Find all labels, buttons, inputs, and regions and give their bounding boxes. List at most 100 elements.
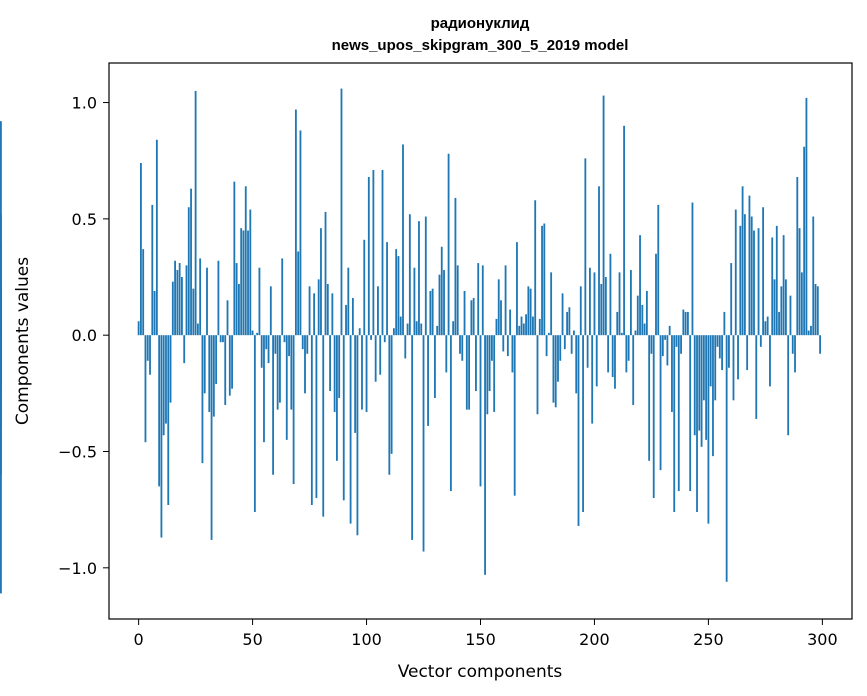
bar-component-103 (372, 170, 375, 336)
bar-component-142 (461, 335, 464, 361)
bar-component-293 (805, 97, 808, 336)
bar-component-54 (260, 335, 263, 368)
bar-component-52 (256, 332, 259, 336)
bar-component-297 (814, 284, 817, 336)
bar-component-295 (810, 325, 812, 336)
bar-component-96 (356, 335, 359, 536)
bar-component-292 (803, 146, 806, 336)
bar-component-207 (609, 253, 612, 336)
bar-component-267 (746, 335, 749, 371)
bar-component-42 (233, 181, 236, 336)
bar-component-226 (652, 335, 655, 499)
bar-component-100 (365, 335, 368, 412)
bar-component-56 (265, 335, 268, 350)
bar-component-227 (655, 253, 657, 336)
bar-component-48 (247, 230, 249, 336)
bar-component-260 (730, 263, 733, 336)
bar-component-118 (406, 323, 409, 336)
bar-component-274 (762, 207, 765, 336)
bar-component-114 (397, 256, 400, 336)
bar-component-47 (244, 186, 247, 336)
bar-component-126 (424, 216, 427, 336)
bar-component-275 (764, 321, 767, 336)
bar-component-145 (468, 335, 471, 410)
bar-component-253 (714, 335, 717, 401)
bar-component-246 (698, 335, 701, 431)
bar-component-81 (322, 335, 325, 517)
bar-component-135 (445, 335, 448, 373)
bar-component-298 (816, 286, 819, 336)
bar-component-209 (614, 335, 616, 389)
bar-component-230 (661, 335, 664, 357)
bar-component-75 (308, 286, 311, 336)
bar-component-37 (222, 335, 224, 343)
bar-component-254 (716, 335, 719, 347)
bar-component-255 (718, 335, 721, 359)
bar-component-261 (732, 335, 735, 401)
bar-component-64 (283, 335, 286, 343)
bar-component-3 (144, 335, 147, 443)
bar-component-29 (203, 335, 206, 394)
bar-component-291 (800, 272, 803, 336)
y-tick-label: 1.0 (72, 94, 97, 113)
bar-component-undefined (0, 335, 2, 387)
bar-component-244 (693, 335, 696, 436)
bar-component-121 (413, 267, 416, 336)
bar-component-163 (509, 309, 512, 336)
bar-component-160 (502, 335, 505, 352)
bar-component-224 (648, 335, 651, 461)
bar-component-270 (753, 230, 755, 336)
bar-component-232 (666, 335, 669, 366)
bar-component-63 (281, 258, 284, 336)
bar-component-117 (404, 335, 407, 359)
bar-component-89 (340, 88, 343, 336)
bar-component-296 (812, 216, 815, 336)
plot-frame (108, 62, 853, 620)
bar-component-70 (297, 251, 300, 336)
bars-group (0, 88, 821, 594)
bar-component-171 (527, 286, 530, 336)
bar-component-88 (338, 335, 341, 398)
bar-component-256 (721, 335, 723, 371)
bar-component-159 (500, 300, 502, 336)
bar-component-245 (696, 335, 698, 512)
bar-component-179 (545, 335, 548, 357)
bar-component-194 (579, 286, 582, 336)
bar-component-214 (625, 335, 628, 373)
bar-component-154 (488, 335, 491, 392)
x-tick-label: 150 (465, 630, 496, 649)
bar-component-25 (194, 90, 197, 336)
bar-component-40 (228, 335, 231, 396)
bar-component-34 (215, 335, 218, 385)
bar-component-216 (630, 270, 632, 336)
bar-component-165 (513, 335, 516, 496)
bar-component-170 (525, 314, 527, 336)
bar-component-276 (766, 316, 769, 336)
bar-component-4 (146, 335, 149, 361)
bar-component-32 (210, 335, 213, 540)
bar-component-185 (559, 335, 562, 361)
bar-component-189 (568, 307, 571, 336)
bar-component-128 (429, 290, 432, 336)
bar-component-161 (504, 265, 507, 336)
bar-component-288 (794, 335, 796, 373)
bar-component-39 (226, 300, 229, 336)
bar-component-115 (399, 316, 402, 336)
bar-component-134 (443, 270, 445, 336)
bar-component-76 (310, 335, 313, 505)
bar-component-53 (258, 267, 261, 336)
bar-component-164 (511, 335, 514, 373)
bar-component-149 (477, 263, 480, 336)
bar-component-125 (422, 335, 425, 552)
bar-component-59 (272, 335, 275, 475)
bar-component-91 (345, 304, 347, 336)
bar-component-239 (682, 309, 685, 336)
chart-subtitle: news_upos_skipgram_300_5_2019 model (332, 37, 629, 54)
bar-component-162 (506, 335, 509, 357)
bar-component-101 (367, 176, 370, 336)
bar-component-262 (734, 209, 737, 336)
bar-component-289 (796, 176, 799, 336)
bar-component-80 (320, 228, 322, 336)
bar-component-98 (361, 335, 363, 410)
